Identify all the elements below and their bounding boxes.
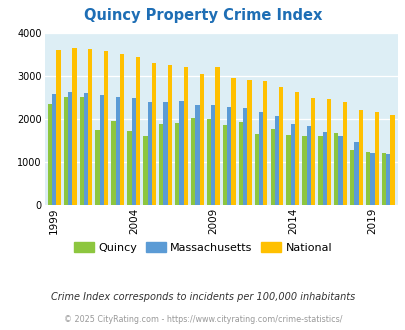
Text: Quincy Property Crime Index: Quincy Property Crime Index [83, 8, 322, 23]
Bar [56, 50, 60, 205]
Bar [318, 136, 322, 205]
Bar [238, 122, 242, 205]
Bar [231, 79, 235, 205]
Bar [175, 123, 179, 205]
Bar [179, 101, 183, 205]
Bar [68, 92, 72, 205]
Bar [270, 129, 274, 205]
Bar [365, 152, 369, 205]
Legend: Quincy, Massachusetts, National: Quincy, Massachusetts, National [71, 240, 334, 255]
Bar [369, 153, 374, 205]
Bar [310, 98, 314, 205]
Bar [100, 95, 104, 205]
Bar [390, 115, 394, 205]
Bar [385, 153, 390, 205]
Bar [190, 118, 195, 205]
Bar [349, 150, 354, 205]
Bar [111, 121, 115, 205]
Bar [322, 132, 326, 205]
Bar [64, 97, 68, 205]
Bar [211, 105, 215, 205]
Bar [286, 135, 290, 205]
Bar [278, 87, 283, 205]
Bar [79, 97, 84, 205]
Bar [199, 74, 203, 205]
Bar [258, 112, 262, 205]
Bar [195, 105, 199, 205]
Bar [247, 80, 251, 205]
Bar [215, 67, 219, 205]
Bar [302, 136, 306, 205]
Bar [143, 136, 147, 205]
Bar [151, 63, 156, 205]
Bar [338, 136, 342, 205]
Bar [242, 108, 247, 205]
Bar [342, 102, 346, 205]
Bar [207, 119, 211, 205]
Bar [72, 48, 77, 205]
Bar [254, 134, 258, 205]
Bar [104, 50, 108, 205]
Bar [381, 153, 385, 205]
Bar [226, 107, 231, 205]
Bar [358, 110, 362, 205]
Bar [167, 65, 172, 205]
Bar [48, 104, 52, 205]
Bar [131, 98, 136, 205]
Bar [306, 126, 310, 205]
Bar [326, 99, 330, 205]
Bar [52, 94, 56, 205]
Bar [183, 67, 188, 205]
Bar [159, 124, 163, 205]
Bar [120, 53, 124, 205]
Bar [84, 93, 88, 205]
Text: Crime Index corresponds to incidents per 100,000 inhabitants: Crime Index corresponds to incidents per… [51, 292, 354, 302]
Bar [147, 103, 151, 205]
Bar [136, 57, 140, 205]
Bar [222, 125, 226, 205]
Bar [354, 143, 358, 205]
Bar [374, 112, 378, 205]
Bar [294, 92, 298, 205]
Text: © 2025 CityRating.com - https://www.cityrating.com/crime-statistics/: © 2025 CityRating.com - https://www.city… [64, 315, 341, 324]
Bar [115, 97, 120, 205]
Bar [290, 124, 294, 205]
Bar [88, 49, 92, 205]
Bar [262, 81, 267, 205]
Bar [163, 102, 167, 205]
Bar [95, 130, 100, 205]
Bar [333, 133, 338, 205]
Bar [274, 116, 278, 205]
Bar [127, 131, 131, 205]
